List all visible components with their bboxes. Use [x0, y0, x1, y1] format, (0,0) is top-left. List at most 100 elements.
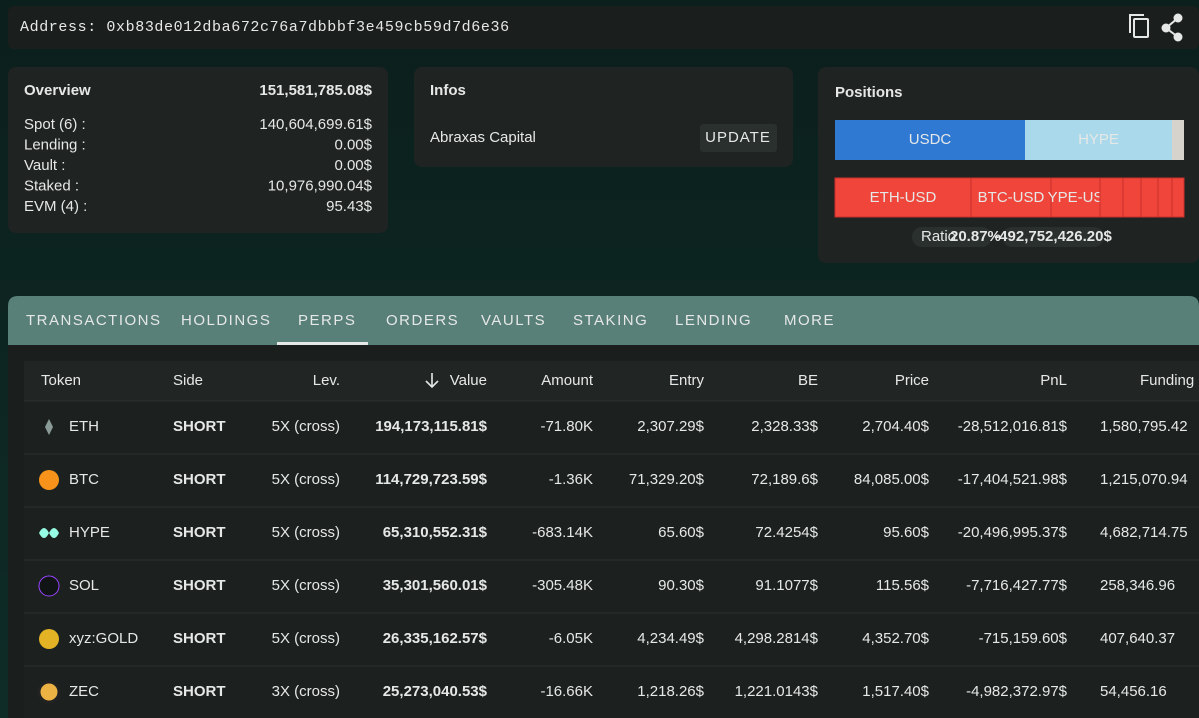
entry: 71,329.20$ [629, 471, 705, 488]
overview-value: 0.00$ [334, 136, 372, 153]
break-even: 72.4254$ [755, 524, 818, 541]
position-segment [834, 177, 972, 218]
pnl: -4,982,372.97$ [966, 683, 1068, 700]
column-header[interactable]: Amount [541, 372, 594, 389]
overview-total: 151,581,785.08$ [259, 82, 372, 99]
tab[interactable]: ORDERS [386, 312, 459, 329]
value: 65,310,552.31$ [383, 524, 488, 541]
side: SHORT [173, 683, 226, 700]
tab[interactable]: TRANSACTIONS [26, 312, 162, 329]
position-label: ETH-USD [870, 189, 937, 206]
ratio-value: 20.87% [950, 228, 1001, 245]
update-button[interactable] [700, 124, 777, 152]
column-header[interactable]: Price [895, 372, 929, 389]
token-icon [45, 419, 53, 435]
funding: 4,682,714.75 [1100, 524, 1188, 541]
token: BTC [69, 471, 99, 488]
update-label[interactable]: UPDATE [705, 129, 771, 146]
overview-label: EVM (4) : [24, 198, 87, 215]
break-even: 1,221.0143$ [735, 683, 819, 700]
pnl: -17,404,521.98$ [958, 471, 1068, 488]
tab[interactable]: VAULTS [481, 312, 546, 329]
price: 115.56$ [876, 577, 930, 594]
entry: 4,234.49$ [637, 630, 704, 647]
side: SHORT [173, 524, 226, 541]
pnl: -715,159.60$ [979, 630, 1068, 647]
overview-value: 10,976,990.04$ [268, 177, 373, 194]
leverage: 5X (cross) [272, 577, 340, 594]
positions-total: -492,752,426.20$ [994, 228, 1112, 245]
tab-bar [8, 296, 1199, 345]
position-segment [1025, 120, 1172, 160]
price: 1,517.40$ [862, 683, 929, 700]
pnl: -20,496,995.37$ [958, 524, 1068, 541]
position-segment [1122, 177, 1142, 218]
overview-label: Spot (6) : [24, 116, 86, 133]
leverage: 5X (cross) [272, 630, 340, 647]
leverage: 5X (cross) [272, 524, 340, 541]
amount: -1.36K [549, 471, 593, 488]
position-segment [1157, 177, 1173, 218]
price: 95.60$ [883, 524, 930, 541]
price: 4,352.70$ [862, 630, 929, 647]
position-segment [1171, 177, 1185, 218]
position-segment [1050, 177, 1101, 218]
table [24, 361, 1199, 718]
overview-card [8, 67, 388, 233]
entry: 65.60$ [658, 524, 705, 541]
leverage: 3X (cross) [272, 683, 340, 700]
table-header [24, 361, 1199, 401]
amount: -683.14K [532, 524, 593, 541]
funding: 1,580,795.42 [1100, 418, 1188, 435]
tab[interactable]: STAKING [573, 312, 648, 329]
infos-card [414, 67, 793, 167]
token: HYPE [69, 524, 110, 541]
position-label: BTC-USD [978, 189, 1045, 206]
pnl: -28,512,016.81$ [958, 418, 1068, 435]
position-segment [1099, 177, 1124, 218]
copy-icon[interactable] [1129, 14, 1149, 38]
position-segment [1140, 177, 1159, 218]
leverage: 5X (cross) [272, 418, 340, 435]
sort-arrow[interactable] [425, 373, 439, 389]
position-label: USDC [909, 131, 952, 148]
side: SHORT [173, 577, 226, 594]
entry: 1,218.26$ [637, 683, 704, 700]
position-segment [1172, 120, 1184, 160]
tab[interactable]: MORE [784, 312, 835, 329]
tab[interactable]: LENDING [675, 312, 752, 329]
column-header: Side [173, 372, 203, 389]
column-header[interactable]: Value [450, 372, 487, 389]
total-pill [1002, 227, 1104, 247]
token-icon [37, 680, 61, 704]
column-header[interactable]: Funding [1140, 372, 1194, 389]
funding: 1,215,070.94 [1100, 471, 1188, 488]
break-even: 4,298.2814$ [735, 630, 819, 647]
tab[interactable]: PERPS [298, 312, 356, 329]
entry: 2,307.29$ [637, 418, 704, 435]
value: 114,729,723.59$ [375, 471, 487, 488]
column-header[interactable]: Entry [669, 372, 705, 389]
position-segment [835, 120, 1025, 160]
value: 25,273,040.53$ [383, 683, 488, 700]
entry: 90.30$ [658, 577, 705, 594]
tab[interactable]: HOLDINGS [181, 312, 271, 329]
funding: 54,456.16 [1100, 683, 1167, 700]
share-icon[interactable] [1161, 13, 1183, 42]
column-header[interactable]: Lev. [313, 372, 340, 389]
address-text: Address: 0xb83de012dba672c76a7dbbbf3e459… [20, 19, 510, 36]
position-segment [970, 177, 1052, 218]
column-header[interactable]: PnL [1040, 372, 1067, 389]
overview-title: Overview [24, 82, 91, 99]
side: SHORT [173, 630, 226, 647]
pnl: -7,716,427.77$ [966, 577, 1068, 594]
amount: -6.05K [549, 630, 593, 647]
column-header[interactable]: BE [798, 372, 818, 389]
position-label: YPE-US [1048, 189, 1104, 206]
side: SHORT [173, 418, 226, 435]
active-tab-indicator [277, 342, 368, 345]
value: 26,335,162.57$ [383, 630, 488, 647]
break-even: 72,189.6$ [751, 471, 818, 488]
ratio-label: Ratio [921, 228, 956, 245]
